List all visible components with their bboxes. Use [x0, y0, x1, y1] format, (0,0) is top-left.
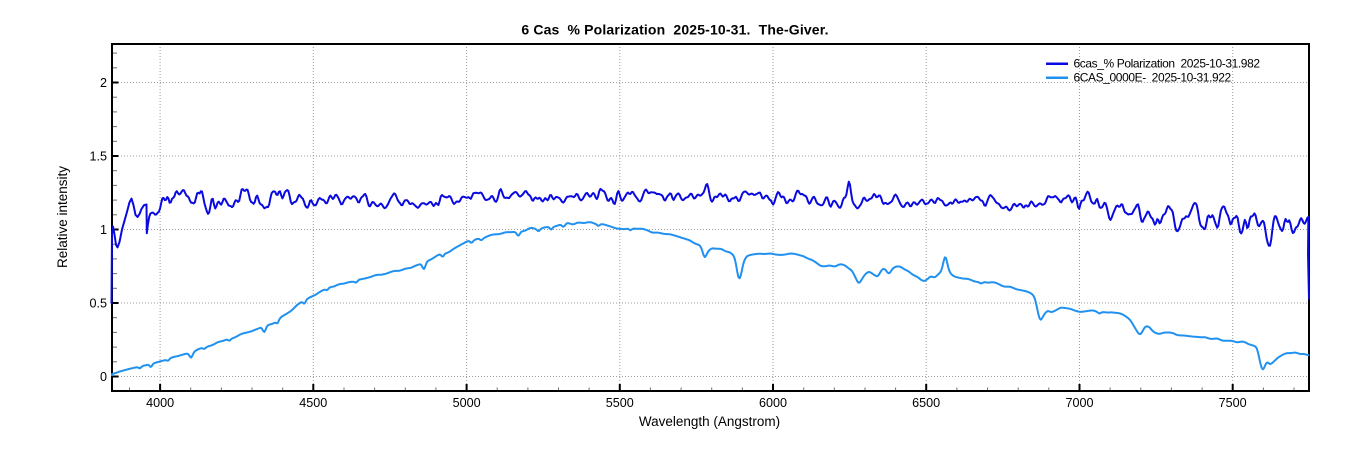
svg-text:7500: 7500 [1219, 396, 1247, 410]
svg-text:Relative intensity: Relative intensity [55, 166, 70, 268]
svg-text:4500: 4500 [299, 396, 327, 410]
svg-text:6CAS_0000E- 2025-10-31.922: 6CAS_0000E- 2025-10-31.922 [1074, 71, 1232, 85]
svg-text:0: 0 [100, 370, 107, 384]
svg-text:4000: 4000 [146, 396, 174, 410]
svg-text:7000: 7000 [1065, 396, 1093, 410]
svg-text:6500: 6500 [912, 396, 940, 410]
svg-text:0.5: 0.5 [89, 297, 107, 311]
svg-text:Wavelength (Angstrom): Wavelength (Angstrom) [639, 414, 780, 429]
svg-text:5000: 5000 [453, 396, 481, 410]
svg-text:6cas_% Polarization 2025-10-3: 6cas_% Polarization 2025-10-31.982 [1074, 57, 1261, 71]
svg-text:1.5: 1.5 [89, 150, 107, 164]
svg-text:2: 2 [100, 76, 107, 90]
svg-text:5500: 5500 [606, 396, 634, 410]
svg-text:6 Cas % Polarization 2025-10: 6 Cas % Polarization 2025-10-31. The-Giv… [521, 22, 828, 38]
svg-text:1: 1 [100, 223, 107, 237]
svg-text:6000: 6000 [759, 396, 787, 410]
